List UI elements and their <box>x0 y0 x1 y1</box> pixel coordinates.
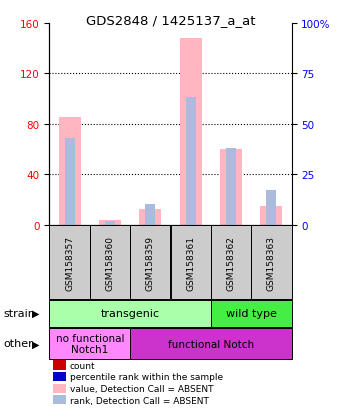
Bar <box>99 220 121 225</box>
Text: no functional
Notch1: no functional Notch1 <box>56 333 124 355</box>
Bar <box>260 206 282 225</box>
Bar <box>226 149 236 225</box>
Text: strain: strain <box>3 309 35 318</box>
Bar <box>145 205 155 225</box>
Bar <box>64 138 75 225</box>
Text: GSM158363: GSM158363 <box>267 235 276 290</box>
Bar <box>105 221 115 225</box>
Bar <box>266 191 277 225</box>
Bar <box>130 226 170 299</box>
Bar <box>130 328 292 359</box>
Bar <box>180 39 202 225</box>
Bar <box>211 300 292 327</box>
Bar <box>49 328 130 359</box>
Text: ▶: ▶ <box>32 309 39 318</box>
Text: other: other <box>3 339 33 349</box>
Bar <box>139 210 161 225</box>
Text: value, Detection Call = ABSENT: value, Detection Call = ABSENT <box>70 384 213 393</box>
Bar <box>186 98 196 225</box>
Bar <box>49 300 211 327</box>
Text: wild type: wild type <box>226 309 277 319</box>
Text: rank, Detection Call = ABSENT: rank, Detection Call = ABSENT <box>70 396 209 405</box>
Bar <box>59 118 81 225</box>
Bar <box>90 226 130 299</box>
Text: GSM158360: GSM158360 <box>105 235 115 290</box>
Text: ▶: ▶ <box>32 339 39 349</box>
Bar <box>211 226 251 299</box>
Text: count: count <box>70 361 95 370</box>
Text: GSM158361: GSM158361 <box>186 235 195 290</box>
Bar <box>251 226 292 299</box>
Bar <box>170 226 211 299</box>
Text: GSM158362: GSM158362 <box>226 235 236 290</box>
Text: GSM158357: GSM158357 <box>65 235 74 290</box>
Text: GDS2848 / 1425137_a_at: GDS2848 / 1425137_a_at <box>86 14 255 27</box>
Text: transgenic: transgenic <box>101 309 160 319</box>
Bar <box>49 226 90 299</box>
Text: GSM158359: GSM158359 <box>146 235 155 290</box>
Text: functional Notch: functional Notch <box>168 339 254 349</box>
Bar <box>220 150 242 225</box>
Text: percentile rank within the sample: percentile rank within the sample <box>70 373 223 382</box>
